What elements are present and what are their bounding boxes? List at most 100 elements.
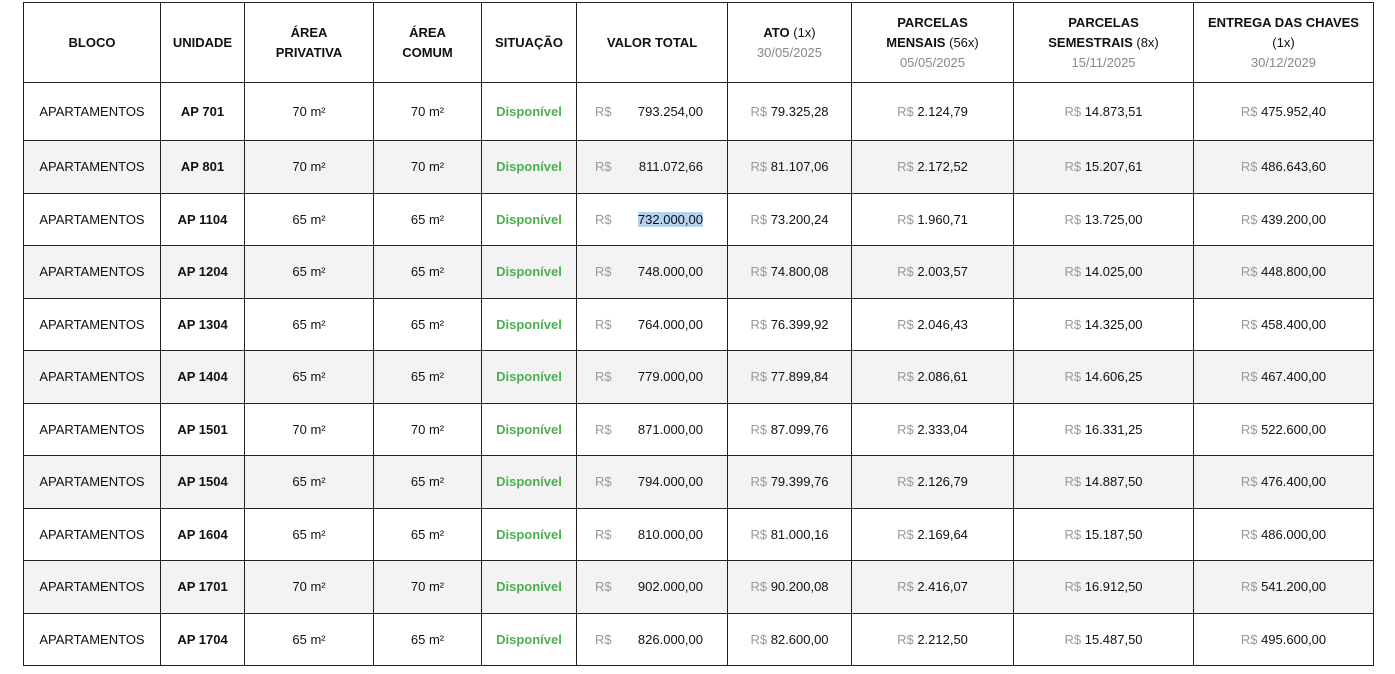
currency: R$ <box>897 104 914 119</box>
table-row: APARTAMENTOS AP 1404 65 m² 65 m² Disponível R… <box>23 350 1374 404</box>
cell-text: 65 m² <box>410 316 445 332</box>
header-content: PARCELAS MENSAIS (56x) 05/05/2025 <box>873 13 993 73</box>
cell: R$ 74.800,08 <box>727 245 852 299</box>
cell: 70 m² <box>373 140 482 194</box>
currency: R$ <box>1240 159 1258 175</box>
cell-text: 70 m² <box>292 159 326 175</box>
total-value: 811.072,66 <box>638 159 703 175</box>
total-value: 810.000,00 <box>637 526 703 542</box>
table-row: APARTAMENTOS AP 1604 65 m² 65 m² Disponível R… <box>23 507 1374 561</box>
unit-label: AP 1604 <box>177 526 228 542</box>
table-body: APARTAMENTOS AP 701 70 m² 70 m² Disponível R$… <box>23 82 1374 666</box>
amount: 1.960,71 <box>917 211 968 227</box>
currency: R$ <box>1240 316 1258 332</box>
cell: R$ 79.399,76 <box>727 455 852 509</box>
header-cell: PARCELAS SEMESTRAIS (8x) 15/11/2025 <box>1013 2 1194 83</box>
currency: R$ <box>897 579 914 595</box>
status: Disponível <box>496 526 562 542</box>
cell: Disponível <box>481 82 577 141</box>
amount: 87.099,76 <box>770 421 829 437</box>
cell: 65 m² <box>373 350 482 404</box>
cell: 65 m² <box>373 297 482 351</box>
table-row: APARTAMENTOS AP 701 70 m² 70 m² Disponível R$… <box>23 82 1374 141</box>
cell: R$ 90.200,08 <box>727 560 852 614</box>
currency: R$ <box>750 159 768 175</box>
status: Disponível <box>496 631 562 647</box>
cell: R$ 2.212,50 <box>851 612 1014 666</box>
currency: R$ <box>897 474 914 490</box>
currency: R$ <box>1064 316 1082 332</box>
cell: 70 m² <box>244 402 374 456</box>
currency: R$ <box>1240 474 1258 490</box>
cell: R$ 15.207,61 <box>1013 140 1194 194</box>
amount: 15.207,61 <box>1084 159 1143 175</box>
total-value: 871.000,00 <box>637 421 703 437</box>
currency: R$ <box>750 104 768 119</box>
unit-label: AP 1304 <box>177 316 228 332</box>
cell: 65 m² <box>373 245 482 299</box>
header-count: (56x) <box>949 34 979 50</box>
amount: 81.000,16 <box>770 526 829 542</box>
currency: R$ <box>750 631 768 647</box>
currency: R$ <box>1064 211 1082 227</box>
header-title: ÁREA COMUM <box>402 24 453 60</box>
cell: AP 1701 <box>160 560 245 614</box>
currency: R$ <box>1064 474 1082 490</box>
header-date: 15/11/2025 <box>1071 54 1136 70</box>
cell: AP 1504 <box>160 455 245 509</box>
header-content: PARCELAS SEMESTRAIS (8x) 15/11/2025 <box>1039 13 1169 73</box>
currency: R$ <box>750 421 768 437</box>
cell-text: 70 m² <box>410 104 445 119</box>
cell: APARTAMENTOS <box>23 560 161 614</box>
currency: R$ <box>595 159 612 175</box>
cell-text: APARTAMENTOS <box>39 104 145 119</box>
amount: 73.200,24 <box>770 211 829 227</box>
currency: R$ <box>595 369 612 385</box>
currency: R$ <box>1064 264 1082 280</box>
cell-text: 70 m² <box>292 104 326 119</box>
cell-text: APARTAMENTOS <box>39 474 145 490</box>
cell: R$ 73.200,24 <box>727 192 852 246</box>
header-cell: PARCELAS MENSAIS (56x) 05/05/2025 <box>851 2 1014 83</box>
amount: 14.606,25 <box>1084 369 1143 385</box>
cell-text: APARTAMENTOS <box>39 369 145 385</box>
amount: 15.487,50 <box>1084 631 1143 647</box>
cell-text: APARTAMENTOS <box>39 526 145 542</box>
cell: Disponível <box>481 612 577 666</box>
cell: Disponível <box>481 245 577 299</box>
amount: 79.325,28 <box>770 104 829 119</box>
currency: R$ <box>595 526 612 542</box>
cell: R$ 522.600,00 <box>1193 402 1374 456</box>
amount: 90.200,08 <box>770 579 829 595</box>
amount: 467.400,00 <box>1261 369 1327 385</box>
table-row: APARTAMENTOS AP 1701 70 m² 70 m² Disponível R… <box>23 560 1374 614</box>
unit-label: AP 1504 <box>177 474 228 490</box>
table-row: APARTAMENTOS AP 1704 65 m² 65 m² Disponível R… <box>23 612 1374 666</box>
currency: R$ <box>897 421 914 437</box>
cell-text: APARTAMENTOS <box>39 421 145 437</box>
status: Disponível <box>496 579 562 595</box>
currency: R$ <box>897 316 914 332</box>
cell-text: APARTAMENTOS <box>39 316 145 332</box>
amount: 522.600,00 <box>1261 421 1327 437</box>
table-row: APARTAMENTOS AP 1504 65 m² 65 m² Disponível R… <box>23 455 1374 509</box>
header-date: 30/12/2029 <box>1250 54 1317 70</box>
table-row: APARTAMENTOS AP 801 70 m² 70 m² Disponível R$… <box>23 140 1374 194</box>
amount: 81.107,06 <box>770 159 829 175</box>
currency: R$ <box>750 526 768 542</box>
cell-text: APARTAMENTOS <box>39 264 145 280</box>
cell: R$ 14.025,00 <box>1013 245 1194 299</box>
cell-text: 70 m² <box>292 579 326 595</box>
header-content: ATO (1x) 30/05/2025 <box>732 23 847 63</box>
header-count: (1x) <box>1272 34 1295 50</box>
header-cell: ATO (1x) 30/05/2025 <box>727 2 852 83</box>
cell: R$ 541.200,00 <box>1193 560 1374 614</box>
amount: 2.124,79 <box>917 104 968 119</box>
table-row: APARTAMENTOS AP 1104 65 m² 65 m² Disponível R… <box>23 192 1374 246</box>
header-cell: VALOR TOTAL <box>576 2 728 83</box>
cell: R$ 81.107,06 <box>727 140 852 194</box>
currency: R$ <box>595 104 612 119</box>
cell: R$ 2.333,04 <box>851 402 1014 456</box>
cell: R$ 2.416,07 <box>851 560 1014 614</box>
cell: R$ 779.000,00 <box>576 350 728 404</box>
